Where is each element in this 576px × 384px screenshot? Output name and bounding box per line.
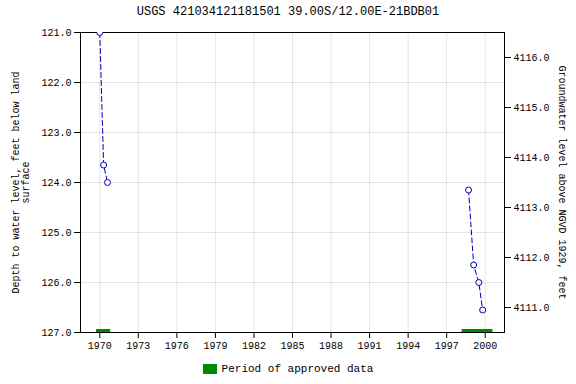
svg-text:1997: 1997 xyxy=(435,341,459,352)
svg-text:126.0: 126.0 xyxy=(41,278,71,289)
svg-text:1988: 1988 xyxy=(319,341,343,352)
svg-text:1970: 1970 xyxy=(88,341,112,352)
svg-text:4114.0: 4114.0 xyxy=(514,153,550,164)
svg-text:1991: 1991 xyxy=(358,341,382,352)
svg-text:Groundwater level above NGVD 1: Groundwater level above NGVD 1929, feet xyxy=(556,65,567,299)
svg-text:4112.0: 4112.0 xyxy=(514,253,550,264)
svg-text:1985: 1985 xyxy=(280,341,304,352)
svg-text:4111.0: 4111.0 xyxy=(514,303,550,314)
svg-text:121.0: 121.0 xyxy=(41,28,71,39)
svg-text:122.0: 122.0 xyxy=(41,78,71,89)
svg-text:Depth to water level, feet bel: Depth to water level, feet below landsur… xyxy=(11,71,32,293)
svg-text:124.0: 124.0 xyxy=(41,178,71,189)
svg-text:4115.0: 4115.0 xyxy=(514,103,550,114)
html-text:Period of approved data: Period of approved data xyxy=(221,363,374,375)
svg-text:4116.0: 4116.0 xyxy=(514,53,550,64)
svg-text:1994: 1994 xyxy=(396,341,420,352)
svg-text:2000: 2000 xyxy=(473,341,497,352)
svg-text:4113.0: 4113.0 xyxy=(514,203,550,214)
svg-text:123.0: 123.0 xyxy=(41,128,71,139)
svg-text:1982: 1982 xyxy=(242,341,266,352)
svg-text:1976: 1976 xyxy=(165,341,189,352)
svg-text:1979: 1979 xyxy=(203,341,227,352)
svg-text:127.0: 127.0 xyxy=(41,328,71,339)
svg-text:1973: 1973 xyxy=(126,341,150,352)
html-text:USGS 421034121181501 39.00S/12: USGS 421034121181501 39.00S/12.00E-21BDB… xyxy=(136,5,440,19)
svg-text:125.0: 125.0 xyxy=(41,228,71,239)
